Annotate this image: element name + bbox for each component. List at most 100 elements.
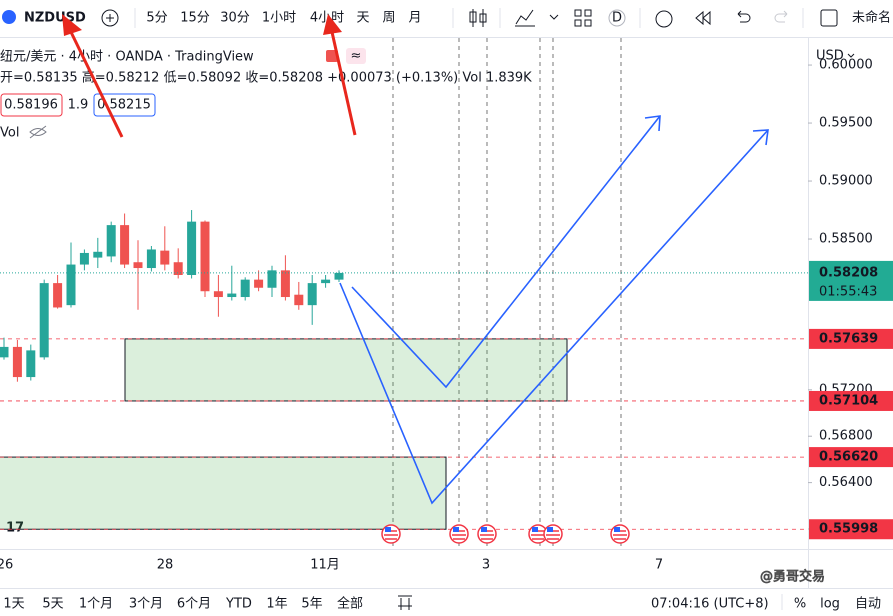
candle-body bbox=[12, 346, 22, 378]
layout-checkbox[interactable] bbox=[820, 9, 838, 27]
tv-logo: 17 bbox=[6, 521, 24, 536]
hide-icon[interactable] bbox=[29, 125, 47, 139]
range-button[interactable]: 5天 bbox=[42, 597, 63, 612]
market-status bbox=[326, 50, 338, 62]
plus-icon bbox=[106, 14, 114, 22]
annotation-arrow bbox=[330, 31, 357, 136]
candle-body bbox=[26, 350, 36, 378]
level-label-bg bbox=[809, 328, 893, 349]
currency[interactable]: USD bbox=[816, 49, 844, 64]
indicator-icon[interactable] bbox=[515, 9, 535, 27]
d-letter: D bbox=[612, 11, 622, 26]
current-price: 0.58208 bbox=[819, 265, 878, 280]
zone bbox=[0, 456, 447, 530]
x-tick-label: 26 bbox=[0, 558, 13, 573]
y-tick-label: 0.59500 bbox=[819, 116, 873, 131]
undo-icon[interactable] bbox=[737, 10, 751, 23]
range-button[interactable]: 全部 bbox=[337, 596, 363, 612]
level-label: 0.56620 bbox=[819, 450, 878, 465]
y-tick-label: 0.56800 bbox=[819, 429, 873, 444]
flag-canton bbox=[532, 527, 538, 532]
y-tick-label: 0.59000 bbox=[819, 174, 873, 189]
spread: 1.9 bbox=[68, 98, 89, 113]
candle-body bbox=[79, 252, 89, 265]
level-label: 0.55998 bbox=[819, 522, 878, 537]
range-button[interactable]: 5年 bbox=[301, 597, 322, 612]
volume-label: Vol bbox=[0, 126, 19, 141]
log-toggle[interactable]: log bbox=[820, 597, 840, 612]
interval[interactable]: 1小时 bbox=[262, 11, 296, 26]
interval[interactable]: 5分 bbox=[146, 11, 167, 26]
arrowhead bbox=[644, 115, 661, 132]
plot bbox=[0, 38, 808, 549]
interval[interactable]: 周 bbox=[382, 11, 395, 26]
range-button[interactable]: 6个月 bbox=[177, 597, 211, 612]
legend-title: 纽元/美元 · 4小时 · OANDA · TradingView bbox=[0, 50, 254, 65]
sell-button[interactable] bbox=[0, 93, 63, 117]
interval[interactable]: 天 bbox=[356, 11, 369, 26]
candle-body bbox=[187, 221, 197, 275]
y-tick-label: 0.60000 bbox=[819, 58, 873, 73]
replay-icon[interactable] bbox=[695, 10, 711, 26]
level-label-bg bbox=[809, 519, 893, 540]
range-button[interactable]: 1年 bbox=[266, 597, 287, 612]
sell-price[interactable]: 0.58196 bbox=[4, 98, 58, 113]
candle-body bbox=[200, 221, 210, 292]
clock: 07:04:16 (UTC+8) bbox=[651, 597, 769, 612]
candle-body bbox=[39, 283, 49, 358]
interval[interactable]: 4小时 bbox=[310, 11, 344, 26]
candle-body bbox=[106, 225, 116, 257]
annotation-arrow bbox=[68, 29, 124, 138]
candle-icon[interactable] bbox=[469, 9, 487, 27]
flag-canton bbox=[481, 527, 487, 532]
candle-body bbox=[173, 262, 183, 275]
candle-body bbox=[160, 250, 170, 265]
y-tick-label: 0.58500 bbox=[819, 232, 873, 247]
redo-icon[interactable] bbox=[774, 10, 788, 23]
layout-name[interactable]: 未命名 bbox=[852, 10, 891, 26]
data-flag bbox=[346, 48, 366, 64]
percent-toggle[interactable]: % bbox=[794, 597, 806, 612]
range-button[interactable]: 1天 bbox=[3, 597, 24, 612]
range-icon[interactable] bbox=[398, 595, 412, 610]
legend-ohlc: 开=0.58135 高=0.58212 低=0.58092 收=0.58208 … bbox=[0, 70, 532, 86]
range-button[interactable]: YTD bbox=[225, 597, 252, 612]
level-label-bg bbox=[809, 390, 893, 411]
interval[interactable]: 30分 bbox=[220, 11, 250, 26]
dropdown-icon[interactable] bbox=[549, 14, 559, 20]
current-price-bg bbox=[809, 260, 893, 301]
watermark: @勇哥交易 bbox=[760, 569, 825, 585]
candle-body bbox=[213, 291, 223, 298]
buy-price[interactable]: 0.58215 bbox=[97, 98, 151, 113]
candle-body bbox=[240, 279, 250, 298]
x-tick-label: 28 bbox=[157, 558, 174, 573]
candle-body bbox=[280, 270, 290, 298]
layout-icon[interactable] bbox=[574, 9, 592, 27]
x-tick-label: 11月 bbox=[310, 558, 340, 573]
range-button[interactable]: 1个月 bbox=[79, 597, 113, 612]
symbol[interactable]: NZDUSD bbox=[24, 11, 86, 26]
currency-dropdown[interactable] bbox=[847, 53, 855, 58]
candle-body bbox=[133, 262, 143, 269]
annotation-arrow-head bbox=[62, 14, 82, 36]
d-icon[interactable] bbox=[608, 9, 626, 27]
candle-body bbox=[146, 249, 156, 269]
candle-body bbox=[93, 251, 103, 258]
range-button[interactable]: 3个月 bbox=[129, 597, 163, 612]
countdown: 01:55:43 bbox=[819, 284, 877, 299]
zone bbox=[124, 338, 568, 402]
level-label-bg bbox=[809, 447, 893, 468]
alert-icon[interactable] bbox=[655, 10, 673, 28]
flag-canton bbox=[614, 527, 620, 532]
candle-body bbox=[120, 225, 130, 265]
candle-body bbox=[307, 283, 317, 306]
candle-body bbox=[321, 279, 331, 284]
candle-body bbox=[254, 279, 264, 288]
flag-canton bbox=[547, 527, 553, 532]
interval[interactable]: 15分 bbox=[180, 11, 210, 26]
candle-body bbox=[66, 264, 76, 306]
add-symbol[interactable] bbox=[101, 9, 119, 27]
interval[interactable]: 月 bbox=[408, 11, 421, 26]
auto-toggle[interactable]: 自动 bbox=[855, 597, 881, 612]
